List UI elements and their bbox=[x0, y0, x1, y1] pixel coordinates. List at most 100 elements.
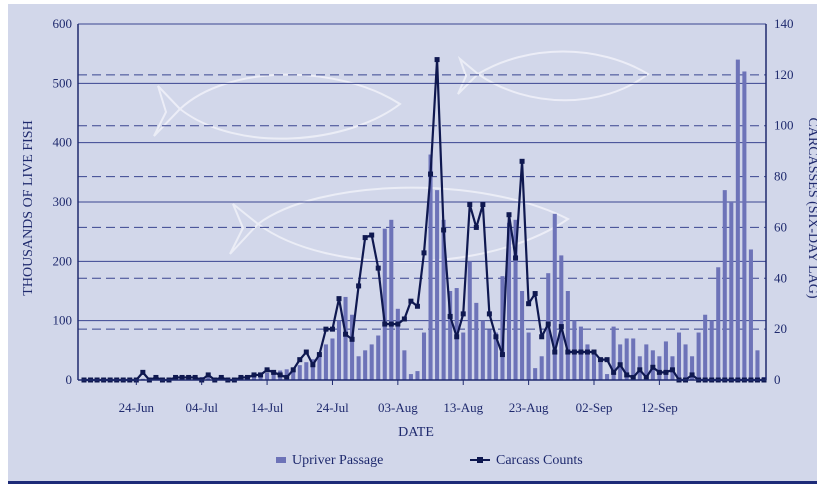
point-carcass-count bbox=[460, 311, 466, 317]
bar-upriver-passage bbox=[755, 350, 760, 380]
point-carcass-count bbox=[598, 357, 604, 363]
y2-tick-label: 0 bbox=[774, 372, 781, 387]
bar-upriver-passage bbox=[310, 359, 315, 380]
bar-upriver-passage bbox=[690, 356, 695, 380]
legend-bar-swatch bbox=[276, 457, 286, 463]
fish-icon bbox=[153, 73, 402, 140]
point-carcass-count bbox=[630, 374, 636, 380]
bar-upriver-passage bbox=[722, 190, 727, 380]
bar-upriver-passage bbox=[559, 255, 564, 380]
bar-upriver-passage bbox=[435, 190, 440, 380]
y-tick-label: 100 bbox=[53, 313, 73, 328]
point-carcass-count bbox=[179, 374, 185, 380]
bar-upriver-passage bbox=[395, 308, 400, 380]
point-carcass-count bbox=[604, 357, 610, 363]
bar-upriver-passage bbox=[291, 368, 296, 380]
bar-upriver-passage bbox=[461, 332, 466, 380]
point-carcass-count bbox=[558, 324, 564, 330]
point-carcass-count bbox=[421, 250, 427, 256]
x-tick-label: 13-Aug bbox=[443, 400, 483, 415]
bar-upriver-passage bbox=[618, 344, 623, 380]
bar-upriver-passage bbox=[265, 372, 270, 380]
point-carcass-count bbox=[336, 296, 342, 302]
point-carcass-count bbox=[310, 362, 316, 368]
bar-upriver-passage bbox=[251, 375, 257, 380]
y-tick-label: 400 bbox=[53, 135, 73, 150]
point-carcass-count bbox=[480, 202, 486, 208]
x-tick-label: 12-Sep bbox=[641, 400, 678, 415]
x-tick-label: 24-Jul bbox=[316, 400, 349, 415]
point-carcass-count bbox=[637, 367, 643, 373]
fish-icon bbox=[457, 50, 650, 102]
bar-upriver-passage bbox=[748, 249, 753, 380]
bar-upriver-passage bbox=[709, 320, 714, 380]
bar-upriver-passage bbox=[663, 341, 668, 380]
point-carcass-count bbox=[388, 321, 394, 327]
point-carcass-count bbox=[192, 374, 198, 380]
point-carcass-count bbox=[244, 374, 250, 380]
bar-upriver-passage bbox=[402, 350, 407, 380]
point-carcass-count bbox=[656, 369, 662, 375]
point-carcass-count bbox=[290, 367, 296, 373]
bar-upriver-passage bbox=[480, 320, 485, 380]
point-carcass-count bbox=[173, 374, 179, 380]
bar-upriver-passage bbox=[703, 314, 708, 380]
point-carcass-count bbox=[545, 321, 551, 327]
point-carcass-count bbox=[258, 372, 264, 378]
point-carcass-count bbox=[552, 349, 558, 355]
point-carcass-count bbox=[153, 374, 159, 380]
upriver-passage-bars bbox=[81, 59, 767, 380]
y2-tick-label: 40 bbox=[774, 270, 787, 285]
bar-upriver-passage bbox=[735, 59, 740, 380]
point-carcass-count bbox=[349, 336, 355, 342]
bar-upriver-passage bbox=[389, 219, 394, 380]
y-tick-label: 500 bbox=[53, 75, 73, 90]
point-carcass-count bbox=[356, 283, 362, 289]
y2-tick-label: 140 bbox=[774, 16, 794, 31]
y2-tick-label: 80 bbox=[774, 169, 787, 184]
chart-svg: 0 100 200 300 400 500 600 0 20 40 60 80 100 120 140 24-… bbox=[21, 16, 817, 468]
bar-upriver-passage bbox=[552, 213, 557, 380]
bar-upriver-passage bbox=[676, 332, 682, 380]
bar-upriver-passage bbox=[506, 222, 512, 380]
x-axis-title: DATE bbox=[398, 425, 434, 440]
point-carcass-count bbox=[650, 364, 656, 370]
point-carcass-count bbox=[329, 326, 335, 332]
bar-upriver-passage bbox=[598, 362, 603, 380]
point-carcass-count bbox=[506, 212, 512, 218]
bar-upriver-passage bbox=[683, 344, 688, 380]
x-tick-label: 24-Jun bbox=[119, 400, 155, 415]
x-tick-label: 03-Aug bbox=[378, 400, 418, 415]
point-carcass-count bbox=[414, 303, 420, 309]
point-carcass-count bbox=[343, 331, 349, 337]
bar-upriver-passage bbox=[644, 344, 649, 380]
bar-upriver-passage bbox=[382, 228, 387, 380]
point-carcass-count bbox=[611, 369, 617, 375]
point-carcass-count bbox=[584, 349, 590, 355]
legend: Upriver Passage Carcass Counts bbox=[276, 453, 583, 468]
y-tick-label: 300 bbox=[53, 194, 73, 209]
bar-upriver-passage bbox=[408, 374, 413, 380]
point-carcass-count bbox=[434, 57, 440, 63]
point-carcass-count bbox=[571, 349, 577, 355]
bar-upriver-passage bbox=[493, 332, 498, 380]
bar-upriver-passage bbox=[624, 338, 629, 380]
point-carcass-count bbox=[493, 334, 499, 340]
axes: 0 100 200 300 400 500 600 0 20 40 60 80 100 120 140 24-… bbox=[53, 16, 794, 415]
point-carcass-count bbox=[526, 301, 532, 307]
point-carcass-count bbox=[238, 374, 244, 380]
bar-upriver-passage bbox=[297, 365, 302, 380]
bar-upriver-passage bbox=[513, 219, 518, 380]
bar-upriver-passage bbox=[500, 276, 505, 380]
point-carcass-count bbox=[689, 372, 695, 378]
point-carcass-count bbox=[624, 372, 630, 378]
x-tick-label: 23-Aug bbox=[509, 400, 549, 415]
bar-upriver-passage bbox=[376, 335, 381, 380]
y2-tick-label: 120 bbox=[774, 67, 794, 82]
bar-upriver-passage bbox=[565, 291, 570, 380]
bar-upriver-passage bbox=[742, 71, 747, 380]
bar-upriver-passage bbox=[585, 344, 590, 380]
point-carcass-count bbox=[428, 171, 434, 177]
y2-tick-label: 100 bbox=[774, 118, 794, 133]
legend-label-carcass-counts: Carcass Counts bbox=[496, 453, 583, 468]
